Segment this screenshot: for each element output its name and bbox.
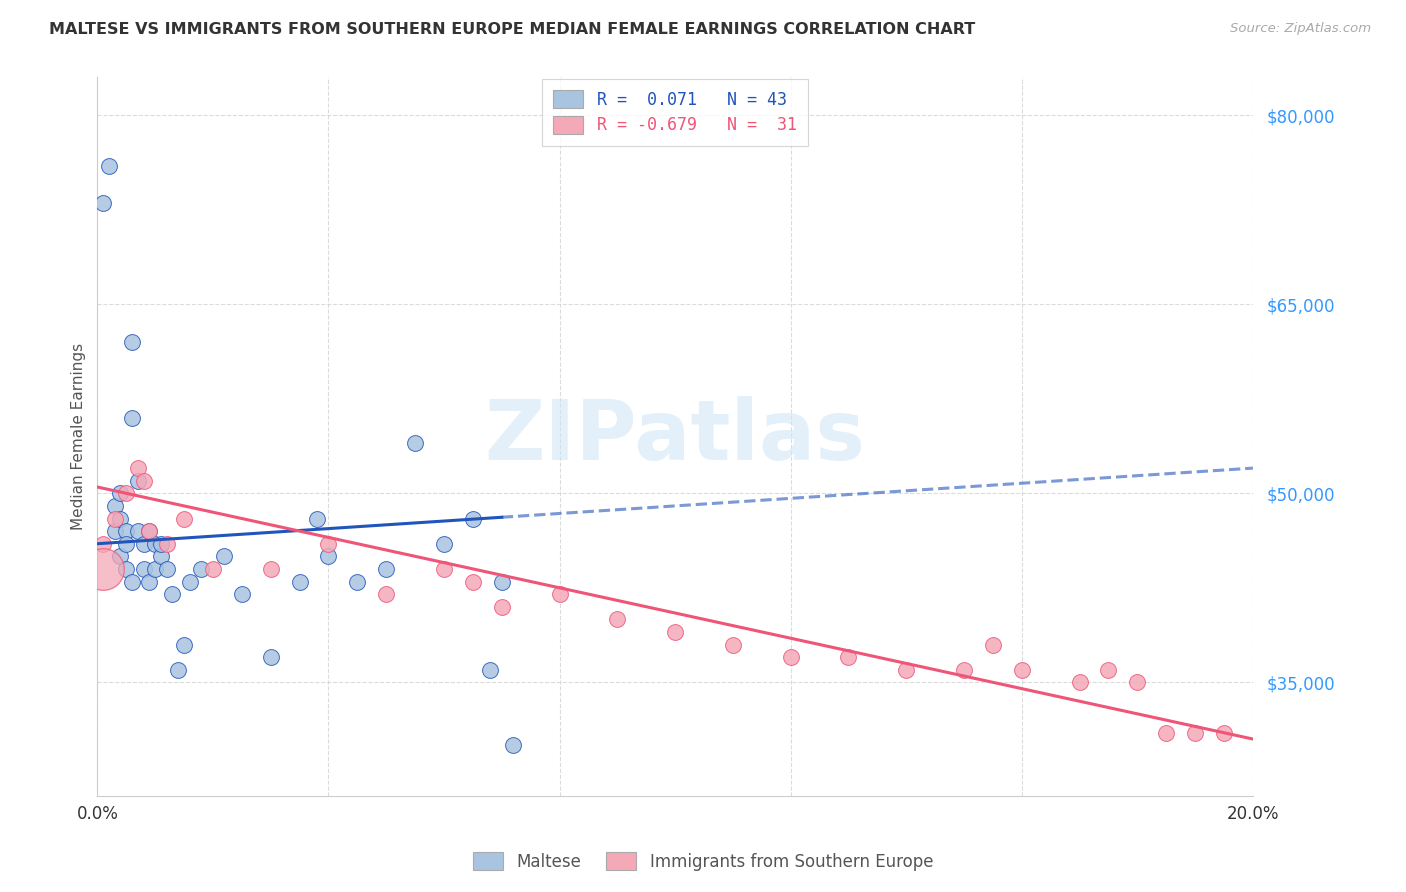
Point (779, 650, 801, 665)
Point (1069, 675, 1091, 690)
Point (1184, 725, 1206, 739)
Text: Source: ZipAtlas.com: Source: ZipAtlas.com (1230, 22, 1371, 36)
Point (138, 524, 160, 538)
Point (1213, 725, 1236, 739)
Point (896, 663, 918, 677)
Point (231, 587, 253, 601)
Point (173, 638, 195, 652)
Point (1011, 663, 1033, 677)
Point (162, 587, 184, 601)
Point (491, 574, 513, 589)
Point (981, 638, 1004, 652)
Point (115, 537, 138, 551)
Y-axis label: Median Female Earnings: Median Female Earnings (72, 343, 86, 530)
Point (132, 562, 155, 576)
Point (433, 562, 456, 576)
Point (346, 574, 368, 589)
Point (606, 612, 628, 626)
Point (953, 663, 976, 677)
Point (721, 638, 744, 652)
Legend: Maltese, Immigrants from Southern Europe: Maltese, Immigrants from Southern Europe (464, 844, 942, 880)
Point (127, 474, 149, 488)
Point (110, 511, 132, 525)
Point (260, 650, 283, 665)
Point (91, 562, 114, 576)
Point (502, 739, 524, 753)
Point (104, 499, 127, 513)
Point (138, 574, 160, 589)
Point (167, 663, 190, 677)
Point (91, 196, 114, 211)
Point (837, 650, 859, 665)
Point (173, 511, 195, 525)
Point (121, 335, 143, 350)
Point (375, 562, 398, 576)
Point (121, 574, 143, 589)
Point (132, 474, 155, 488)
Text: ZIPatlas: ZIPatlas (485, 396, 866, 477)
Point (115, 562, 138, 576)
Point (318, 537, 340, 551)
Point (404, 436, 426, 450)
Point (1097, 663, 1119, 677)
Legend: R =  0.071   N = 43, R = -0.679   N =  31: R = 0.071 N = 43, R = -0.679 N = 31 (541, 78, 808, 146)
Point (190, 562, 212, 576)
Point (318, 549, 340, 564)
Point (110, 486, 132, 500)
Point (115, 486, 138, 500)
Point (97, 159, 120, 173)
Point (305, 511, 328, 525)
Point (260, 562, 283, 576)
Point (149, 549, 172, 564)
Point (132, 537, 155, 551)
Point (375, 587, 398, 601)
Point (104, 511, 127, 525)
Text: MALTESE VS IMMIGRANTS FROM SOUTHERN EUROPE MEDIAN FEMALE EARNINGS CORRELATION CH: MALTESE VS IMMIGRANTS FROM SOUTHERN EURO… (49, 22, 976, 37)
Point (143, 562, 166, 576)
Point (433, 537, 456, 551)
Point (110, 549, 132, 564)
Point (179, 574, 201, 589)
Point (156, 562, 179, 576)
Point (127, 461, 149, 475)
Point (127, 524, 149, 538)
Point (1154, 725, 1177, 739)
Point (548, 587, 571, 601)
Point (138, 524, 160, 538)
Point (201, 562, 224, 576)
Point (461, 511, 484, 525)
Point (91, 537, 114, 551)
Point (149, 537, 172, 551)
Point (143, 537, 166, 551)
Point (115, 524, 138, 538)
Point (288, 574, 311, 589)
Point (214, 549, 236, 564)
Point (156, 537, 179, 551)
Point (104, 524, 127, 538)
Point (121, 410, 143, 425)
Point (664, 624, 686, 639)
Point (479, 663, 502, 677)
Point (1126, 675, 1149, 690)
Point (461, 574, 484, 589)
Point (491, 599, 513, 614)
